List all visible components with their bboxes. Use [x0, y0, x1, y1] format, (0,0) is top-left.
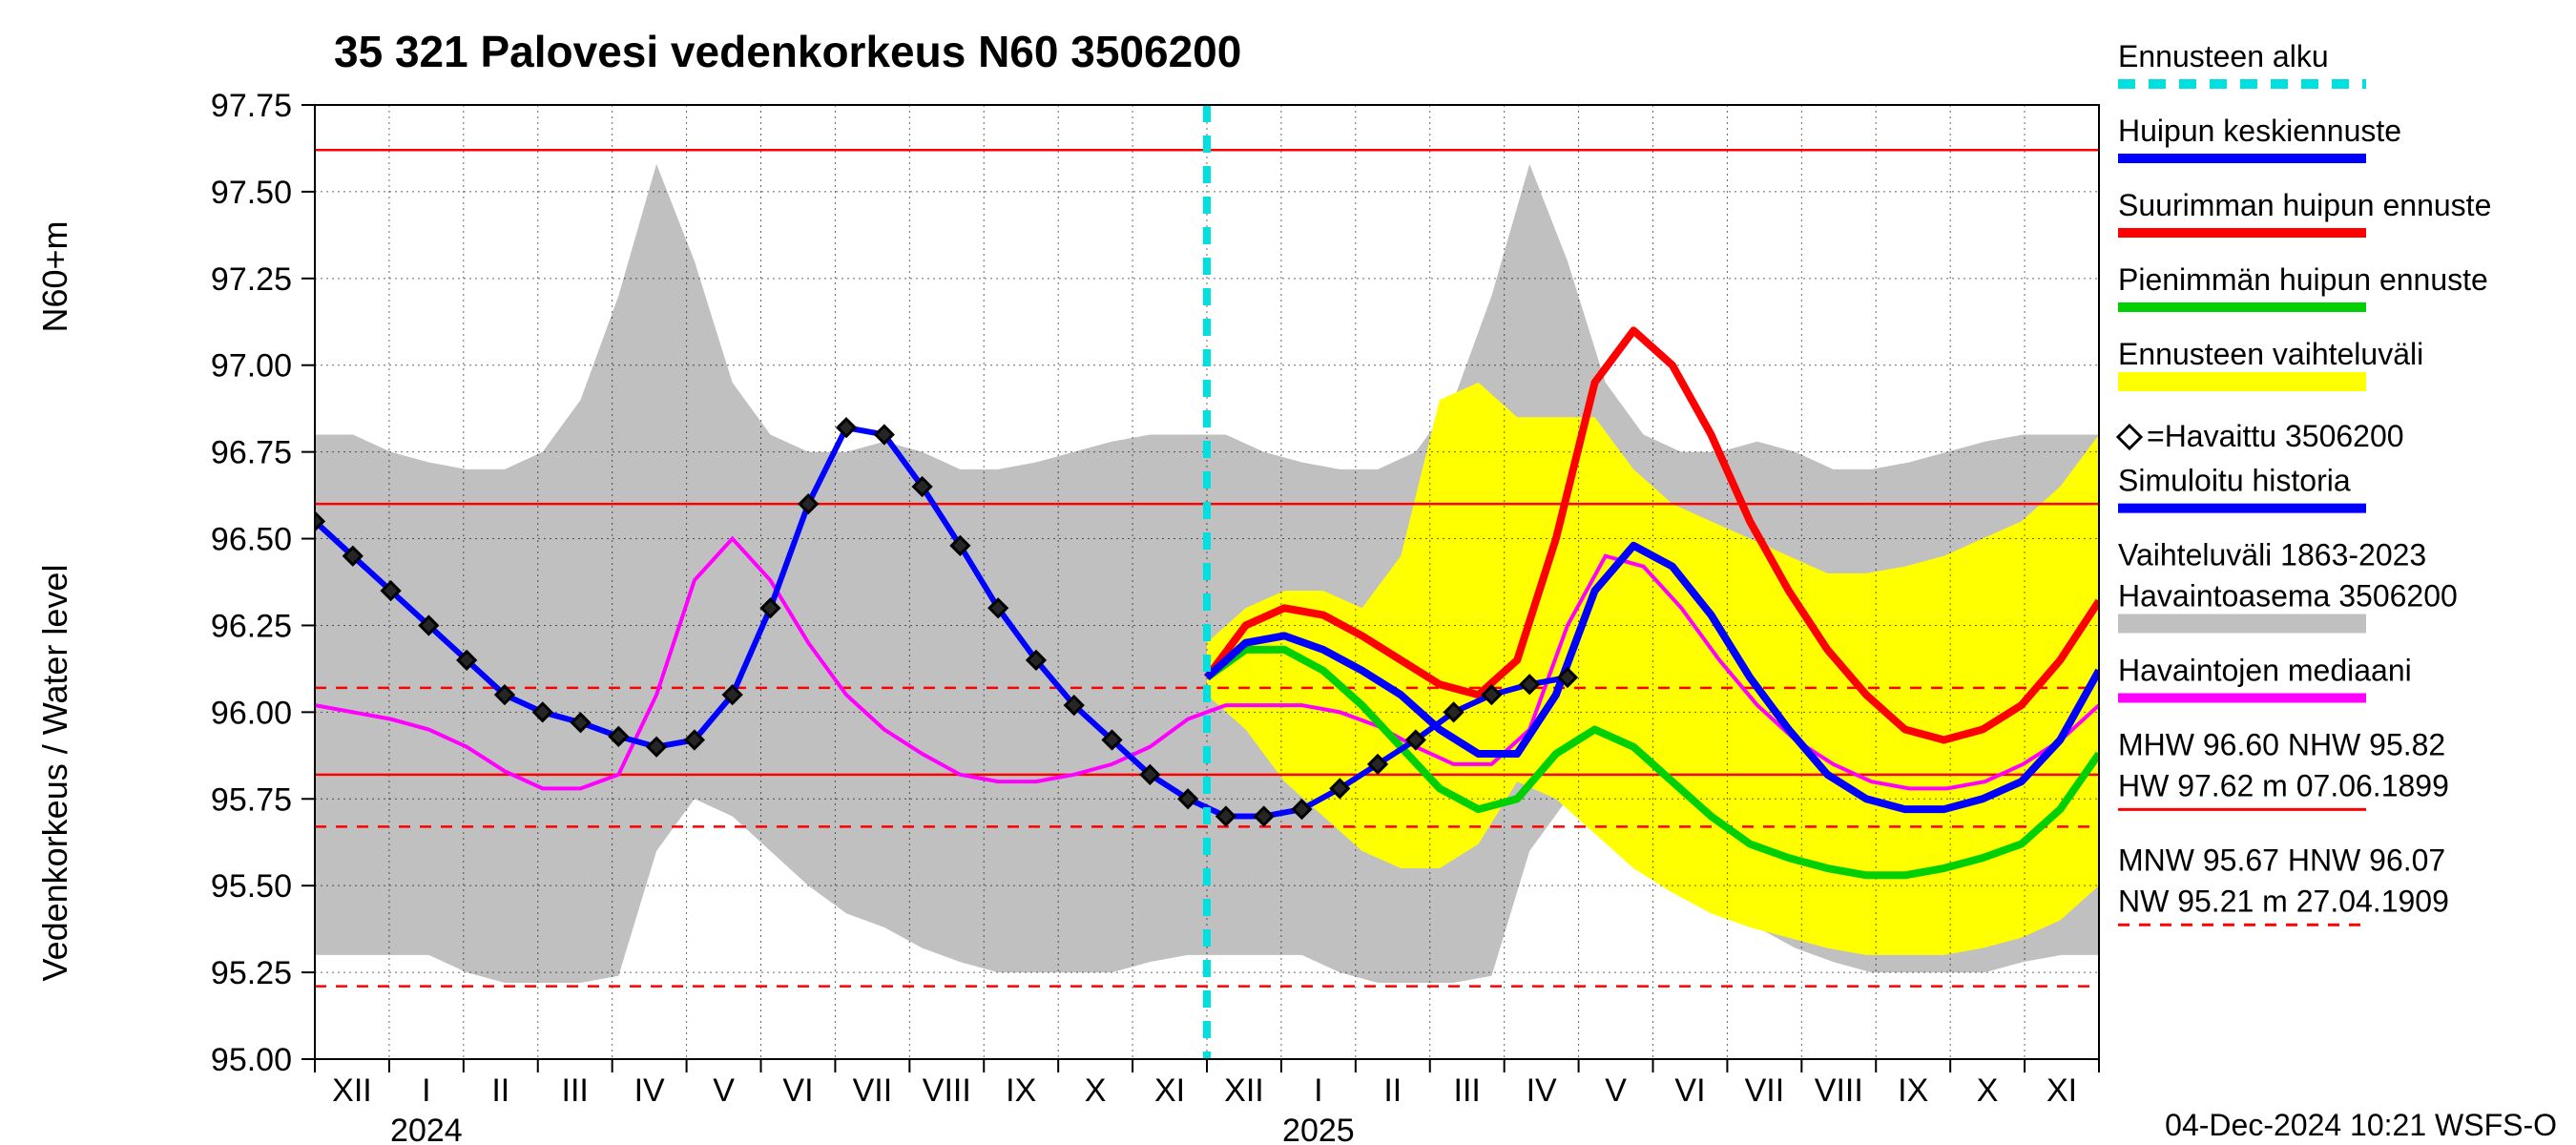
xtick-month: IV — [1527, 1072, 1557, 1109]
xtick-month: VIII — [1815, 1072, 1863, 1109]
xtick-month: XII — [1224, 1072, 1264, 1109]
xtick-month: XI — [2046, 1072, 2077, 1109]
xtick-month: VII — [853, 1072, 893, 1109]
xtick-year: 2025 — [1282, 1113, 1355, 1145]
legend-label: Havaintojen mediaani — [2118, 654, 2412, 688]
chart-title: 35 321 Palovesi vedenkorkeus N60 3506200 — [334, 27, 1241, 76]
footer-timestamp: 04-Dec-2024 10:21 WSFS-O — [2165, 1108, 2557, 1142]
xtick-month: VI — [1674, 1072, 1705, 1109]
xtick-month: VI — [782, 1072, 813, 1109]
xtick-month: III — [1454, 1072, 1481, 1109]
legend-label: Pienimmän huipun ennuste — [2118, 262, 2488, 297]
y-axis-label-1: Vedenkorkeus / Water level — [35, 565, 74, 982]
ytick-label: 95.00 — [211, 1042, 292, 1078]
xtick-month: IX — [1006, 1072, 1036, 1109]
legend-label: Huipun keskiennuste — [2118, 114, 2401, 148]
ytick-label: 96.50 — [211, 522, 292, 558]
water-level-chart: 95.00 95.25 95.50 95.75 96.00 96.25 96.50 96.75… — [0, 0, 2576, 1145]
legend-label: Ennusteen alku — [2118, 39, 2329, 73]
y-axis-label-2: N60+m — [35, 220, 74, 332]
xtick-month: II — [1383, 1072, 1402, 1109]
xtick-month: I — [1314, 1072, 1322, 1109]
xtick-month: VIII — [923, 1072, 971, 1109]
legend-label: NW 95.21 m 27.04.1909 — [2118, 884, 2449, 918]
xtick-month: XI — [1154, 1072, 1185, 1109]
legend-label: HW 97.62 m 07.06.1899 — [2118, 768, 2449, 802]
ytick-label: 95.50 — [211, 868, 292, 905]
ytick-label: 95.75 — [211, 781, 292, 818]
ytick-label: 97.00 — [211, 348, 292, 385]
chart-svg: 95.00 95.25 95.50 95.75 96.00 96.25 96.50 96.75… — [0, 0, 2576, 1145]
xtick-month: II — [491, 1072, 509, 1109]
legend-label: MHW 96.60 NHW 95.82 — [2118, 728, 2445, 762]
legend-label: Ennusteen vaihteluväli — [2118, 337, 2423, 371]
ytick-label: 97.50 — [211, 175, 292, 211]
legend-label: Vaihteluväli 1863-2023 — [2118, 538, 2426, 572]
xtick-year: 2024 — [390, 1113, 463, 1145]
ytick-label: 96.75 — [211, 435, 292, 471]
xtick-month: X — [1085, 1072, 1107, 1109]
ytick-label: 95.25 — [211, 955, 292, 991]
legend-label: =Havaittu 3506200 — [2147, 419, 2404, 453]
xtick-month: I — [422, 1072, 430, 1109]
xtick-month: VII — [1745, 1072, 1785, 1109]
ytick-label: 96.25 — [211, 608, 292, 644]
xtick-month: IV — [634, 1072, 665, 1109]
ytick-label: 96.00 — [211, 695, 292, 731]
xtick-month: V — [1605, 1072, 1627, 1109]
xtick-month: XII — [332, 1072, 372, 1109]
xtick-month: IX — [1898, 1072, 1928, 1109]
legend-label: Suurimman huipun ennuste — [2118, 188, 2491, 222]
ytick-label: 97.75 — [211, 88, 292, 124]
xtick-month: V — [713, 1072, 735, 1109]
legend-label: MNW 95.67 HNW 96.07 — [2118, 843, 2445, 877]
ytick-label: 97.25 — [211, 261, 292, 298]
legend-label: Havaintoasema 3506200 — [2118, 579, 2458, 614]
xtick-month: III — [562, 1072, 589, 1109]
legend-label: Simuloitu historia — [2118, 464, 2351, 498]
xtick-month: X — [1977, 1072, 1999, 1109]
